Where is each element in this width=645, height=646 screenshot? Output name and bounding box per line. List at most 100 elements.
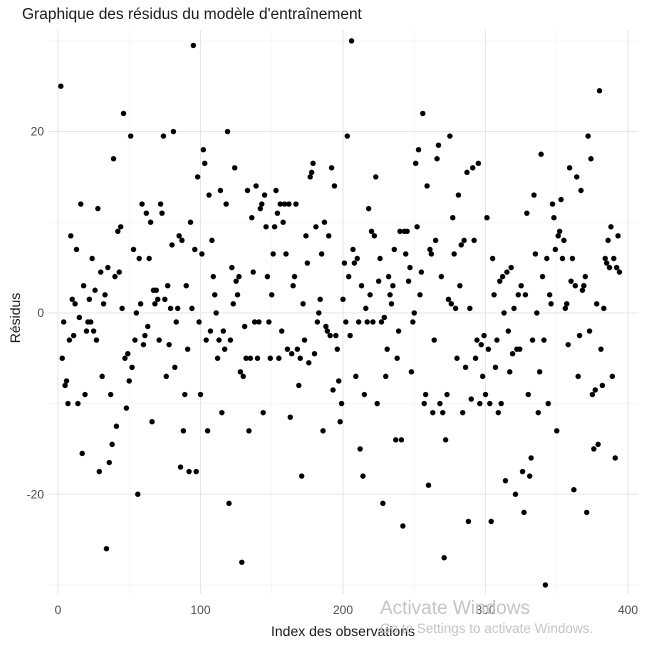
data-point: [611, 255, 617, 262]
data-point: [441, 555, 447, 561]
data-point: [200, 146, 207, 153]
data-point: [355, 319, 362, 325]
data-point: [428, 251, 435, 257]
data-point: [206, 192, 212, 198]
data-point: [564, 301, 570, 307]
data-point: [508, 264, 514, 271]
data-point: [571, 487, 577, 493]
data-point: [586, 328, 593, 334]
data-point: [583, 509, 590, 516]
data-point: [385, 273, 392, 280]
data-point: [179, 237, 185, 244]
data-point: [407, 264, 413, 271]
data-point: [129, 364, 135, 371]
data-point: [115, 228, 121, 234]
data-point: [474, 337, 480, 343]
data-point: [96, 468, 103, 475]
data-point: [511, 305, 517, 312]
data-point: [139, 201, 145, 207]
data-point: [98, 269, 104, 275]
data-point: [585, 133, 591, 139]
data-point: [371, 233, 378, 239]
data-point: [86, 296, 93, 303]
data-point: [314, 319, 321, 325]
data-point: [568, 278, 574, 284]
data-point: [461, 237, 467, 244]
data-point: [492, 364, 499, 371]
data-point: [69, 296, 75, 303]
data-point: [521, 509, 527, 516]
data-point: [398, 437, 405, 443]
data-point: [526, 473, 533, 479]
data-point: [420, 110, 426, 117]
data-point: [358, 283, 365, 289]
data-point: [277, 201, 283, 207]
data-point: [408, 369, 415, 375]
data-point: [538, 151, 544, 157]
data-point: [346, 273, 352, 280]
data-point: [391, 246, 398, 253]
data-point: [367, 292, 373, 298]
data-point: [539, 273, 546, 280]
y-tick-label: 20: [31, 125, 45, 139]
data-point: [432, 237, 439, 244]
data-point: [220, 328, 226, 334]
data-point: [531, 192, 537, 198]
data-point: [190, 42, 197, 49]
data-point: [59, 355, 65, 361]
data-point: [444, 391, 450, 398]
data-point: [92, 287, 98, 293]
data-point: [193, 468, 199, 475]
data-point: [210, 273, 217, 280]
data-point: [113, 423, 120, 429]
data-point: [479, 373, 486, 380]
data-point: [63, 378, 70, 384]
data-point: [612, 455, 618, 461]
data-point: [404, 228, 410, 234]
data-point: [532, 251, 539, 257]
data-point: [293, 201, 299, 207]
data-point: [311, 351, 318, 357]
data-point: [280, 219, 286, 225]
data-point: [300, 301, 306, 307]
data-point: [559, 255, 566, 262]
data-point: [323, 323, 329, 330]
data-point: [142, 332, 148, 339]
data-point: [290, 283, 296, 289]
data-point: [135, 491, 141, 497]
data-point: [183, 283, 189, 289]
data-point: [507, 369, 513, 375]
data-point: [165, 283, 171, 289]
data-point: [576, 332, 583, 339]
data-point: [243, 355, 249, 361]
data-point: [341, 260, 348, 266]
data-point: [80, 283, 87, 289]
data-point: [100, 301, 107, 307]
data-point: [465, 518, 472, 525]
data-point: [502, 477, 509, 484]
data-point: [375, 278, 382, 284]
data-point: [157, 201, 164, 207]
data-point: [344, 133, 350, 139]
data-point: [536, 369, 543, 375]
data-point: [145, 323, 151, 330]
data-point: [90, 328, 97, 334]
x-tick-label: 0: [55, 603, 62, 617]
data-point: [234, 292, 241, 298]
data-point: [578, 187, 584, 194]
data-point: [172, 364, 178, 371]
data-point: [462, 364, 469, 371]
data-point: [415, 146, 422, 153]
data-point: [591, 446, 597, 452]
data-point: [347, 332, 353, 339]
x-tick-label: 100: [190, 603, 210, 617]
data-point: [239, 559, 245, 565]
data-point: [216, 337, 222, 343]
data-point: [296, 382, 302, 389]
data-point: [582, 273, 588, 280]
data-point: [497, 278, 503, 284]
data-point: [266, 319, 272, 325]
data-point: [167, 305, 174, 312]
data-point: [160, 133, 167, 139]
data-point: [592, 387, 598, 393]
